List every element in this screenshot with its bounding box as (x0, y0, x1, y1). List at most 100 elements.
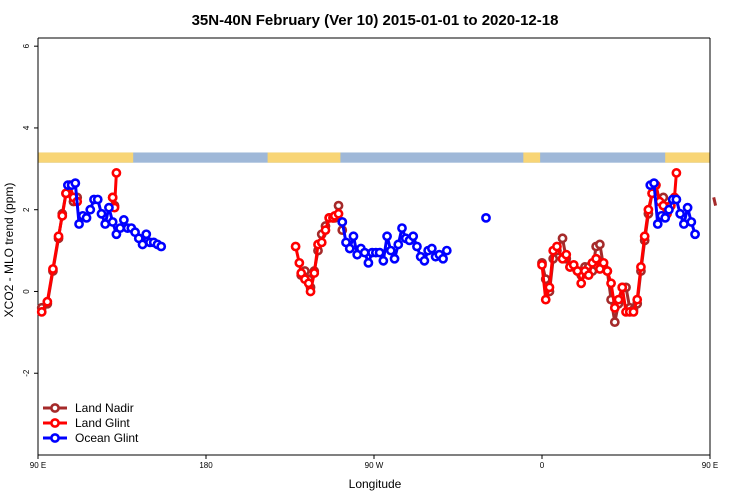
data-point (678, 219, 689, 229)
data-point (359, 247, 370, 258)
y-tick-label: 4 (22, 125, 31, 130)
data-point (53, 231, 64, 242)
data-point (682, 202, 693, 213)
data-point (660, 212, 671, 223)
data-point (671, 168, 682, 178)
data-point (320, 225, 331, 236)
land-band-segment (267, 152, 341, 163)
land-band-segment (523, 152, 541, 163)
x-ticks: 90 E 180 90 W 0 90 E (30, 455, 718, 470)
data-point (639, 231, 650, 242)
data-point (303, 278, 314, 289)
data-point (70, 178, 81, 189)
y-tick-label: -2 (22, 369, 31, 377)
data-point (576, 278, 587, 289)
series-ocean-glint (62, 178, 700, 268)
data-point (104, 202, 114, 213)
data-point (481, 212, 491, 223)
data-point (408, 231, 419, 242)
legend-marker (50, 433, 60, 443)
data-point (42, 296, 53, 307)
data-point (412, 241, 422, 252)
data-point (348, 231, 359, 242)
data-point (594, 239, 605, 250)
data-point (363, 257, 374, 268)
x-tick-label: 0 (540, 461, 545, 470)
plot-frame (37, 37, 711, 456)
data-point (48, 264, 58, 274)
x-tick-label: 90 E (702, 461, 718, 470)
y-ticks: -2 0 2 4 6 (22, 43, 38, 377)
data-point (643, 204, 654, 215)
data-point (426, 243, 437, 254)
legend-label: Ocean Glint (75, 431, 139, 445)
data-point (617, 282, 628, 293)
data-point (632, 294, 643, 305)
data-point (557, 233, 568, 244)
data-point (382, 231, 392, 242)
x-axis-label: Longitude (349, 477, 402, 491)
data-point (671, 194, 682, 205)
data-point (690, 229, 700, 240)
y-tick-label: 2 (22, 207, 31, 212)
data-point (85, 204, 96, 215)
data-point (333, 208, 344, 219)
data-point (374, 247, 385, 258)
data-point (393, 239, 404, 250)
data-point (305, 286, 316, 297)
data-point (540, 294, 551, 305)
data-point (561, 249, 572, 260)
data-point (107, 217, 118, 227)
data-point (397, 223, 407, 234)
y-tick-label: 6 (22, 43, 31, 48)
data-point (57, 210, 68, 221)
legend-marker (50, 418, 60, 428)
data-point (378, 255, 389, 266)
data-point (636, 262, 646, 272)
data-point (686, 217, 697, 227)
data-point (81, 212, 92, 223)
data-point (36, 307, 47, 317)
data-point (441, 245, 452, 256)
data-point (100, 219, 111, 229)
data-point (74, 219, 84, 229)
data-point (294, 257, 305, 268)
y-axis-label: XCO2 - MLO trend (ppm) (2, 183, 16, 318)
data-point (96, 208, 107, 219)
data-point (111, 168, 122, 178)
data-point (389, 253, 400, 264)
series-line (111, 172, 118, 210)
x-tick-label: 90 W (365, 461, 384, 470)
series-line (712, 197, 718, 206)
data-point (628, 307, 639, 317)
data-point (137, 239, 148, 250)
x-tick-label: 90 E (30, 461, 46, 470)
land-band-segment (665, 152, 710, 163)
data-point (337, 217, 348, 227)
series-layer (36, 168, 718, 328)
data-point (649, 178, 659, 189)
data-point (141, 229, 152, 240)
data-point (107, 192, 118, 203)
series-land-glint (36, 168, 682, 317)
data-point (537, 259, 547, 270)
data-point (290, 241, 301, 252)
data-point (309, 268, 320, 278)
data-point (664, 204, 674, 215)
land-band (38, 152, 710, 163)
land-band-segment (38, 152, 134, 163)
data-point (609, 302, 620, 313)
data-point (602, 266, 613, 276)
y-tick-label: 0 (22, 289, 31, 294)
data-point (552, 241, 562, 252)
data-point (591, 253, 602, 264)
ocean-band (38, 152, 710, 163)
data-point (92, 194, 103, 205)
data-point (61, 188, 71, 199)
data-point (156, 241, 167, 252)
data-point (115, 223, 126, 234)
data-point (652, 219, 663, 229)
data-point (385, 245, 396, 256)
data-point (675, 208, 686, 219)
